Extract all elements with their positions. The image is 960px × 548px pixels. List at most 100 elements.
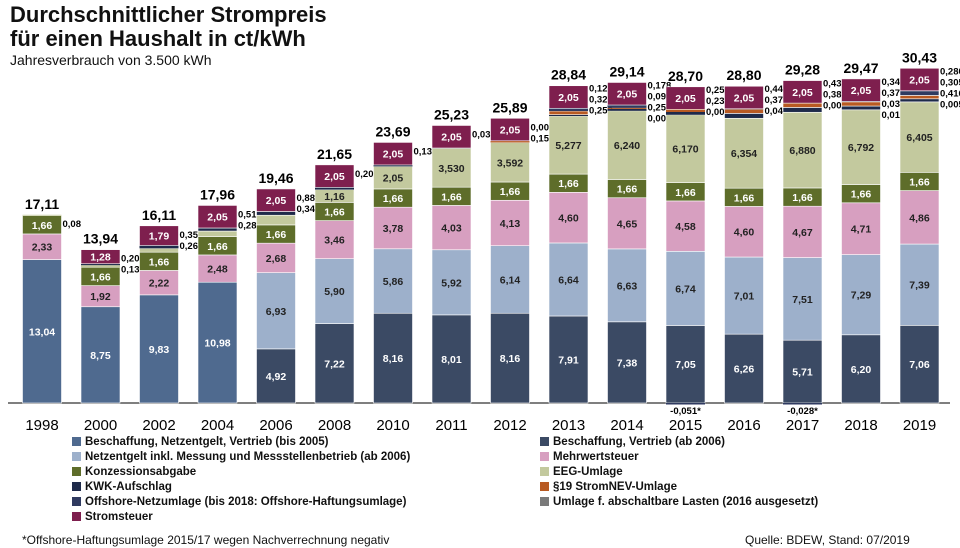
legend-item: Mehrwertsteuer — [540, 451, 639, 463]
legend-item: EEG-Umlage — [540, 466, 623, 478]
segment-label-2018-5: 6,792 — [848, 142, 874, 154]
bar-segment-2008-3 — [314, 220, 355, 259]
small-label-2012-0: 0,002 — [531, 122, 555, 133]
segment-label-2000-3: 1,92 — [90, 291, 111, 303]
small-label-2015-0: 0,254 — [706, 85, 730, 96]
x-tick-label-2013: 2013 — [552, 417, 585, 434]
segment-label-2019-2: 7,39 — [909, 280, 930, 292]
small-label-2006-0: 0,88 — [297, 193, 316, 204]
bar-segment-2017-6 — [782, 107, 823, 113]
bar-segment-2008-2 — [314, 258, 355, 324]
bar-segment-2014-5 — [607, 110, 647, 180]
legend-label: Beschaffung, Netzentgelt, Vertrieb (bis … — [85, 436, 329, 448]
source-note: Quelle: BDEW, Stand: 07/2019 — [745, 533, 910, 547]
bar-segment-2019-10 — [899, 67, 940, 92]
legend-swatch — [540, 497, 549, 506]
segment-label-2011-10: 2,05 — [441, 132, 462, 144]
segment-label-2012-4: 1,66 — [500, 186, 521, 198]
segment-label-2018-2: 7,29 — [851, 290, 872, 302]
small-label-2004-1: 0,28 — [238, 220, 257, 231]
bar-segment-2014-3 — [607, 197, 647, 250]
bar-segment-2017-8 — [783, 403, 822, 405]
segment-label-2002-10: 1,79 — [149, 231, 170, 243]
x-tick-label-2011: 2011 — [435, 417, 467, 434]
bar-segment-2016-1 — [724, 333, 764, 404]
bar-segment-2006-3 — [256, 242, 296, 273]
small-label-2015-1: 0,237 — [706, 96, 730, 107]
bar-segment-2013-1 — [548, 315, 589, 404]
segment-label-2006-3: 2,68 — [266, 253, 287, 265]
bar-segment-2006-1 — [256, 348, 296, 404]
segment-label-2014-2: 6,63 — [617, 280, 638, 292]
segment-label-1998-0: 13,04 — [29, 326, 55, 338]
small-label-2018-1: 0,370 — [882, 88, 906, 99]
total-label-2012: 25,89 — [492, 99, 527, 115]
segment-label-2008-2: 5,90 — [324, 286, 345, 298]
segment-label-2019-5: 6,405 — [906, 132, 932, 144]
bar-segment-2017-10 — [782, 80, 823, 104]
bar-segment-2015-1 — [665, 325, 706, 404]
segment-label-2018-10: 2,05 — [851, 85, 872, 97]
segment-label-2017-3: 4,67 — [792, 227, 813, 239]
small-label-2014-0: 0,178 — [648, 80, 672, 91]
segment-label-2008-10: 2,05 — [324, 171, 345, 183]
total-label-2014: 29,14 — [609, 63, 644, 79]
segment-label-2002-0: 9,83 — [149, 344, 170, 356]
legend-label: §19 StromNEV-Umlage — [553, 481, 677, 493]
x-tick-label-2018: 2018 — [844, 417, 877, 434]
bar-segment-2016-3 — [724, 206, 764, 258]
small-label-2002-1: 0,26 — [180, 241, 199, 252]
bar-segment-2014-7 — [607, 107, 647, 109]
x-tick-label-2017: 2017 — [786, 417, 819, 434]
legend-item: Stromsteuer — [72, 511, 153, 523]
segment-label-2010-2: 5,86 — [383, 276, 404, 288]
segment-label-2016-2: 7,01 — [734, 291, 755, 303]
bar-segment-2004-10 — [197, 205, 238, 229]
bar-segment-2010-1 — [373, 312, 413, 404]
small-label-2004-0: 0,51 — [238, 209, 257, 220]
legend-swatch — [72, 497, 81, 506]
segment-label-2011-4: 1,66 — [441, 191, 462, 203]
bar-segment-2004-0 — [197, 281, 238, 404]
bar-segment-2019-8 — [899, 90, 940, 96]
legend-swatch — [540, 467, 549, 476]
bar-segment-2019-7 — [899, 95, 940, 100]
bar-segment-2008-6 — [315, 187, 354, 190]
segment-label-2013-4: 1,66 — [558, 178, 579, 190]
bar-segment-2010-3 — [373, 206, 413, 250]
segment-label-2015-1: 7,05 — [675, 359, 696, 371]
segment-label-2019-1: 7,06 — [909, 359, 930, 371]
negative-label-2017: -0,028* — [787, 406, 818, 417]
bar-segment-2000-10 — [80, 249, 121, 265]
x-tick-label-2008: 2008 — [318, 417, 351, 434]
segment-label-2012-10: 2,05 — [500, 125, 521, 137]
small-label-2000-0: 0,20 — [121, 254, 140, 265]
segment-label-2017-2: 7,51 — [792, 294, 813, 306]
small-label-2012-1: 0,151 — [531, 133, 555, 144]
legend-label: Netzentgelt inkl. Messung und Messstelle… — [85, 451, 411, 463]
legend-item: Offshore-Netzumlage (bis 2018: Offshore-… — [72, 496, 406, 508]
legend-item: Beschaffung, Netzentgelt, Vertrieb (bis … — [72, 436, 328, 448]
legend-swatch — [540, 437, 549, 446]
segment-label-2015-10: 2,05 — [675, 93, 696, 105]
bar-segment-2019-1 — [899, 325, 940, 404]
segment-label-2019-4: 1,66 — [909, 176, 930, 188]
small-label-2014-2: 0,250 — [648, 102, 672, 113]
segment-label-2017-1: 5,71 — [792, 367, 813, 379]
segment-label-2015-4: 1,66 — [675, 187, 696, 199]
small-label-2019-1: 0,305 — [940, 77, 960, 88]
bar-segment-2008-10 — [314, 164, 355, 188]
bar-segment-2016-6 — [724, 113, 764, 119]
small-label-2017-0: 0,438 — [823, 79, 847, 90]
legend-label: Beschaffung, Vertrieb (ab 2006) — [553, 436, 725, 448]
small-label-2013-0: 0,126 — [589, 84, 613, 95]
bar-segment-2015-3 — [665, 200, 706, 252]
segment-label-2012-3: 4,13 — [500, 218, 521, 230]
segment-label-2014-3: 4,65 — [617, 218, 638, 230]
x-tick-label-2004: 2004 — [201, 417, 234, 434]
segment-label-2013-3: 4,60 — [558, 213, 579, 225]
bar-segment-2000-5 — [81, 265, 120, 268]
bar-segment-2010-2 — [373, 248, 413, 314]
bar-segment-2012-5 — [490, 142, 530, 183]
bar-segment-2011-10 — [431, 125, 472, 149]
